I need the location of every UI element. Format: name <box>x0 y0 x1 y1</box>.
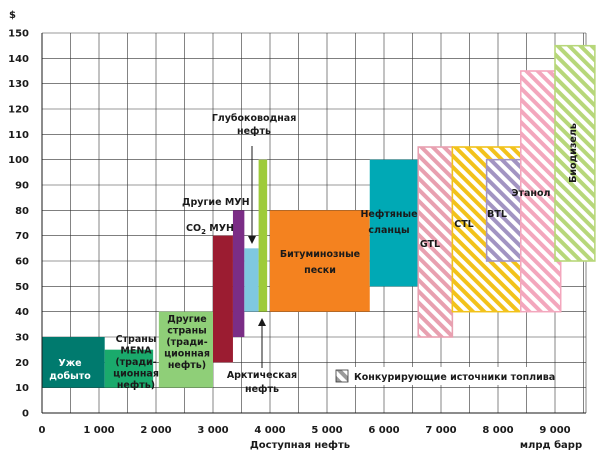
y-tick-label: 120 <box>8 105 29 116</box>
y-tick-label: 20 <box>15 358 29 369</box>
bar-outline-13 <box>554 44 596 262</box>
bar-13 <box>554 45 596 262</box>
arrow-deepwater <box>248 236 256 244</box>
y-tick-label: 30 <box>15 333 29 344</box>
bar-0 <box>42 337 105 388</box>
y-tick-label: 90 <box>15 181 29 192</box>
bar-label-12: Этанол <box>512 188 551 199</box>
bar-label-6: Глубоководная нефть <box>212 113 297 137</box>
x-tick-label: 5 000 <box>311 425 342 436</box>
y-tick-label: 130 <box>8 79 29 90</box>
bar-label-1: Страны MENA (тради-ционная нефть) <box>113 334 159 391</box>
x-axis-label: Доступная нефть <box>250 439 350 451</box>
bar-1 <box>104 349 154 388</box>
arrow-arctic <box>258 318 266 326</box>
bar-label-8: Нефтяные сланцы <box>360 209 417 236</box>
bar-label-4: Другие МУН <box>182 197 250 208</box>
y-tick-label: 100 <box>8 155 29 166</box>
y-axis-label: $ <box>9 10 16 21</box>
y-tick-label: 50 <box>15 282 29 293</box>
bar-5 <box>244 248 259 312</box>
axes: 0 10 20 30 40 50 60 70 80 90 100 110 120 130 140 150 $0 1… <box>8 10 586 451</box>
bar-label-2: Другие страны (тради-ционная нефть) <box>164 314 210 371</box>
x-axis-unit: млрд барр <box>520 439 582 451</box>
x-tick-label: 1 000 <box>83 425 114 436</box>
y-tick-label: 80 <box>15 206 29 217</box>
bar-7 <box>270 210 370 312</box>
bar-8 <box>369 159 419 287</box>
x-tick-label: 7 000 <box>425 425 456 436</box>
y-tick-label: 110 <box>8 130 29 141</box>
y-tick-label: 10 <box>15 383 29 394</box>
bar-2 <box>158 311 213 388</box>
y-tick-label: 150 <box>8 29 29 40</box>
bar-12 <box>520 70 562 313</box>
bar-label-11: BTL <box>487 209 507 220</box>
x-tick-label: 0 <box>39 425 46 436</box>
legend-label: Конкурирующие источники топлива <box>354 372 555 383</box>
bar-label-7: Битуминозные пески <box>280 249 360 276</box>
y-tick-label: 40 <box>15 307 29 318</box>
x-tick-label: 3 000 <box>197 425 228 436</box>
bar-label-13: Биодизель <box>568 123 579 183</box>
bars <box>42 44 596 388</box>
x-tick-label: 9 000 <box>539 425 570 436</box>
legend: Конкурирующие источники топлива <box>328 367 555 385</box>
y-tick-label: 140 <box>8 54 29 65</box>
bar-label-10: CTL <box>454 219 474 230</box>
bar-9 <box>417 146 454 338</box>
legend-swatch <box>335 369 349 383</box>
x-tick-label: 4 000 <box>254 425 285 436</box>
x-tick-label: 8 000 <box>482 425 513 436</box>
bar-label-5: Арктическая нефть <box>227 370 297 395</box>
bar-label-0: Уже добыто <box>49 358 91 382</box>
bar-3 <box>213 235 233 363</box>
x-tick-label: 6 000 <box>368 425 399 436</box>
y-tick-label: 60 <box>15 257 29 268</box>
y-tick-label: 70 <box>15 231 29 242</box>
x-tick-label: 2 000 <box>140 425 171 436</box>
bar-6 <box>258 159 268 312</box>
bar-label-3: CO2 МУН <box>186 223 234 236</box>
legend-box <box>328 367 548 385</box>
bar-label-9: GTL <box>420 239 440 250</box>
y-tick-label: 0 <box>22 409 29 420</box>
bar-4 <box>232 210 245 337</box>
